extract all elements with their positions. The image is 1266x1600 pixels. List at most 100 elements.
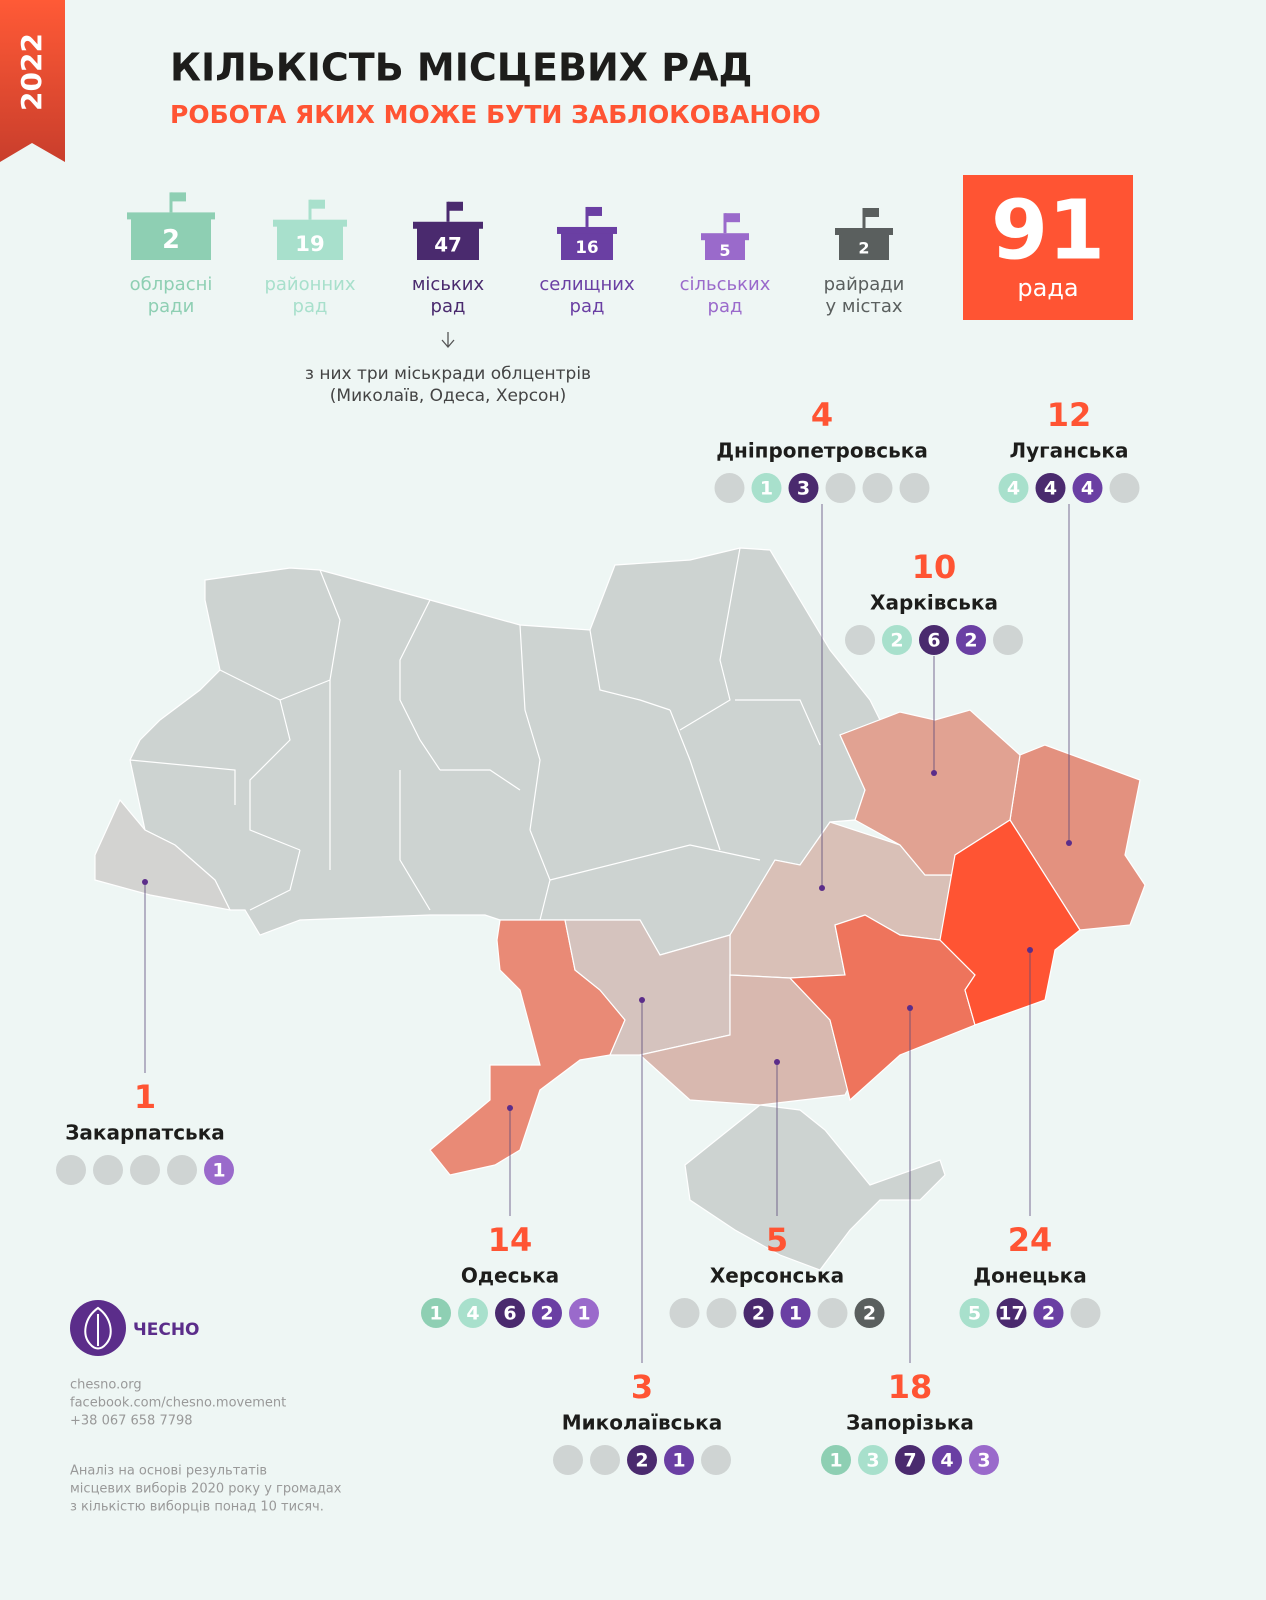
- category-count: 16: [575, 238, 598, 257]
- council-circle: [167, 1155, 197, 1185]
- icon-roof: [701, 233, 749, 241]
- council-circle: [590, 1445, 620, 1475]
- category-count: 19: [295, 231, 324, 256]
- region-name: Закарпатська: [65, 1121, 225, 1145]
- council-circle: [882, 625, 912, 655]
- category-label: рад: [293, 296, 328, 317]
- icon-roof: [835, 228, 893, 235]
- title: КІЛЬКІСТЬ МІСЦЕВИХ РАД: [170, 46, 752, 90]
- category-label: рад: [431, 296, 466, 317]
- council-circle: [932, 1445, 962, 1475]
- council-circle: [553, 1445, 583, 1475]
- category-label: сільських: [680, 274, 771, 295]
- icon-roof: [557, 226, 617, 234]
- council-circle: [993, 625, 1023, 655]
- council-count: 1: [760, 478, 773, 500]
- category-label: міських: [412, 274, 485, 295]
- council-count: 4: [1081, 478, 1094, 500]
- council-circle: [495, 1298, 525, 1328]
- region-total: 18: [888, 1368, 933, 1406]
- contact: facebook.com/chesno.movement: [70, 1396, 286, 1411]
- leader-dot: [507, 1105, 513, 1111]
- council-count: 1: [672, 1450, 685, 1472]
- council-circle: [204, 1155, 234, 1185]
- council-count: 1: [577, 1303, 590, 1325]
- leader-dot: [639, 997, 645, 1003]
- region-total: 1: [134, 1078, 156, 1116]
- council-count: 3: [866, 1450, 879, 1472]
- council-count: 5: [968, 1303, 981, 1325]
- region-name: Одеська: [461, 1264, 559, 1288]
- total-label: рада: [1017, 274, 1078, 302]
- leader-dot: [1027, 947, 1033, 953]
- council-count: 6: [927, 630, 940, 652]
- council-circle: [93, 1155, 123, 1185]
- council-count: 1: [789, 1303, 802, 1325]
- logo-icon: [84, 1306, 112, 1350]
- region-total: 10: [912, 548, 957, 586]
- council-count: 4: [940, 1450, 953, 1472]
- council-circle: [1070, 1298, 1101, 1328]
- council-circle: [743, 1298, 774, 1328]
- category-label: селищних: [539, 274, 635, 295]
- council-circle: [421, 1298, 451, 1328]
- council-circle: [845, 625, 875, 655]
- region-total: 14: [488, 1221, 533, 1259]
- council-circle: [998, 473, 1029, 503]
- footnote: місцевих виборів 2020 року у громадах: [70, 1482, 342, 1497]
- council-count: 4: [466, 1303, 479, 1325]
- icon-flag: [171, 192, 186, 202]
- council-circle: [862, 473, 893, 503]
- total-value: 91: [991, 183, 1105, 278]
- icon-roof: [127, 212, 215, 220]
- contact: +38 067 658 7798: [70, 1414, 193, 1429]
- crimea: [684, 1104, 946, 1271]
- council-count: 4: [1044, 478, 1057, 500]
- council-circle: [569, 1298, 599, 1328]
- region-name: Херсонська: [710, 1264, 844, 1288]
- council-circle: [130, 1155, 160, 1185]
- footnote: з кількістю виборців понад 10 тисяч.: [70, 1500, 324, 1515]
- region-name: Харківська: [870, 591, 998, 615]
- region-total: 5: [766, 1221, 788, 1259]
- council-circle: [1109, 473, 1140, 503]
- council-circle: [714, 473, 745, 503]
- leader-dot: [142, 879, 148, 885]
- council-count: 1: [212, 1160, 225, 1182]
- icon-flag: [587, 206, 602, 216]
- council-count: 3: [977, 1450, 990, 1472]
- category-count: 5: [719, 241, 730, 260]
- region-name: Миколаївська: [562, 1411, 722, 1435]
- icon-flag: [725, 213, 740, 223]
- region-name: Луганська: [1010, 439, 1129, 463]
- icon-body: [417, 227, 479, 260]
- council-circle: [858, 1445, 888, 1475]
- council-circle: [627, 1445, 657, 1475]
- icon-body: [131, 218, 211, 260]
- council-count: 2: [890, 630, 903, 652]
- council-circle: [664, 1445, 694, 1475]
- footnote: Аналіз на основі результатів: [70, 1464, 267, 1479]
- category-label: у містах: [825, 296, 902, 317]
- map: [94, 547, 1146, 1271]
- category-label: облрасні: [130, 274, 213, 295]
- leader-dot: [931, 770, 937, 776]
- map-borders: [129, 547, 821, 921]
- region-name: Донецька: [973, 1264, 1086, 1288]
- council-circle: [780, 1298, 811, 1328]
- icon-flag: [448, 201, 463, 211]
- council-count: 2: [752, 1303, 765, 1325]
- council-circle: [701, 1445, 731, 1475]
- logo-text: ЧЕСНО: [133, 1320, 200, 1340]
- category-label: рад: [570, 296, 605, 317]
- council-count: 2: [1042, 1303, 1055, 1325]
- year-ribbon: [0, 0, 65, 162]
- region-total: 24: [1008, 1221, 1053, 1259]
- council-circle: [706, 1298, 737, 1328]
- region-total: 3: [631, 1368, 653, 1406]
- council-count: 1: [429, 1303, 442, 1325]
- category-label: райради: [824, 274, 905, 295]
- icon-roof: [413, 221, 483, 229]
- category-count: 2: [162, 225, 180, 255]
